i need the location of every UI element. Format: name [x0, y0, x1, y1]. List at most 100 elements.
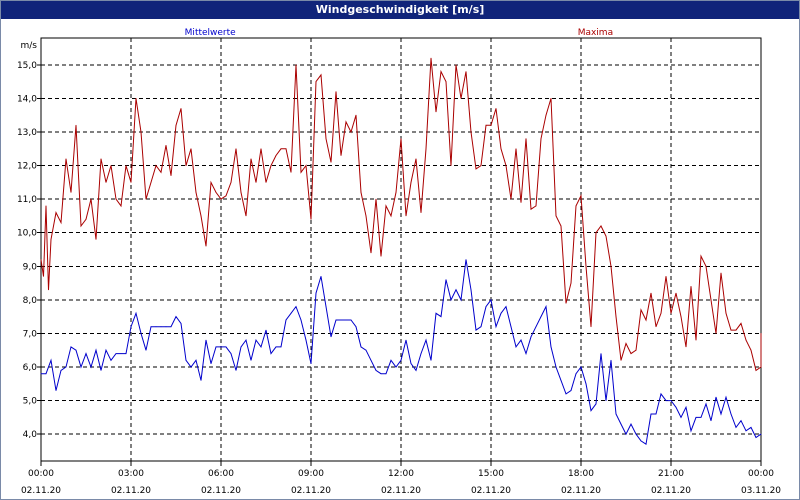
data-point-mittelwerte [440, 316, 442, 317]
data-point-mittelwerte [325, 306, 327, 307]
data-point-mittelwerte [520, 339, 522, 341]
data-point-mittelwerte [525, 353, 527, 354]
data-point-mittelwerte [450, 299, 452, 301]
data-point-maxima [75, 124, 77, 126]
x-tick-date-label: 02.11.20 [381, 486, 421, 496]
data-point-mittelwerte [155, 326, 157, 328]
data-point-maxima [300, 171, 302, 173]
data-point-mittelwerte [420, 353, 422, 354]
data-point-maxima [200, 215, 202, 217]
data-point-mittelwerte [265, 329, 267, 331]
data-point-maxima [665, 276, 667, 277]
data-point-maxima [545, 114, 547, 116]
data-point-maxima [255, 182, 257, 183]
x-tick-date-label: 02.11.20 [561, 486, 601, 496]
data-point-mittelwerte [335, 319, 337, 321]
data-point-maxima [145, 198, 147, 200]
data-point-mittelwerte [655, 413, 657, 415]
data-point-maxima [560, 225, 562, 227]
data-point-maxima [95, 239, 97, 240]
data-point-maxima [235, 148, 237, 150]
data-point-mittelwerte [70, 346, 72, 348]
data-point-maxima [120, 205, 122, 207]
x-tick-date-label: 03.11.20 [741, 486, 781, 496]
data-point-mittelwerte [320, 276, 322, 277]
data-point-mittelwerte [680, 417, 682, 418]
data-point-mittelwerte [535, 326, 537, 328]
data-point-mittelwerte [435, 312, 437, 314]
data-point-mittelwerte [555, 366, 557, 368]
data-point-maxima [325, 138, 327, 140]
data-point-maxima [80, 225, 82, 227]
data-point-mittelwerte [430, 359, 432, 361]
data-point-maxima [510, 198, 512, 200]
x-tick-date-label: 02.11.20 [201, 486, 241, 496]
tick-labels: 4,0 5,0 6,0 7,0 8,0 9,0 10,0 11,0 12,0 13,0 14,0 15… [17, 28, 781, 496]
data-point-maxima [70, 192, 72, 193]
data-point-maxima [50, 239, 52, 240]
data-point-mittelwerte [665, 400, 667, 401]
data-point-maxima [705, 265, 707, 267]
x-tick-time-label: 00:00 [28, 469, 54, 479]
data-point-maxima [245, 215, 247, 217]
data-point-mittelwerte [615, 413, 617, 415]
data-point-maxima [720, 272, 722, 274]
data-point-maxima [715, 333, 717, 334]
data-point-maxima [100, 158, 102, 160]
data-point-maxima [265, 182, 267, 183]
data-point-maxima [130, 182, 132, 183]
data-point-mittelwerte [745, 430, 747, 432]
data-point-mittelwerte [545, 306, 547, 307]
data-point-maxima [135, 98, 137, 99]
data-point-mittelwerte [620, 423, 622, 425]
data-point-maxima [85, 218, 87, 220]
data-point-mittelwerte [550, 346, 552, 348]
data-point-mittelwerte [235, 370, 237, 371]
data-point-mittelwerte [220, 346, 222, 348]
data-point-maxima [430, 57, 432, 59]
legend-mittelwerte: Mittelwerte [185, 28, 236, 38]
data-point-mittelwerte [225, 346, 227, 348]
data-point-maxima [580, 195, 582, 197]
data-point-mittelwerte [270, 353, 272, 354]
data-point-mittelwerte [755, 437, 757, 438]
data-point-maxima [410, 182, 412, 183]
data-point-mittelwerte [145, 349, 147, 351]
y-tick-label: 13,0 [17, 128, 37, 138]
data-point-maxima [230, 182, 232, 183]
data-point-maxima [185, 165, 187, 167]
data-point-maxima [660, 312, 662, 314]
data-point-mittelwerte [585, 383, 587, 385]
data-point-maxima [345, 121, 347, 123]
data-point-maxima [270, 165, 272, 167]
data-point-maxima [210, 182, 212, 183]
data-point-maxima [275, 155, 277, 156]
data-point-maxima [43, 276, 44, 277]
data-point-mittelwerte [255, 339, 257, 341]
data-point-maxima [525, 138, 527, 140]
data-point-mittelwerte [460, 299, 462, 301]
data-point-mittelwerte [630, 423, 632, 425]
data-point-mittelwerte [445, 279, 447, 281]
data-point-maxima [610, 265, 612, 267]
data-point-maxima [48, 289, 49, 291]
data-point-mittelwerte [350, 319, 352, 321]
data-point-mittelwerte [230, 353, 232, 354]
data-point-mittelwerte [405, 339, 407, 341]
data-point-maxima [650, 292, 652, 294]
data-point-maxima [240, 192, 242, 193]
data-point-mittelwerte [140, 333, 142, 334]
data-point-maxima [530, 208, 532, 210]
data-point-maxima [165, 145, 167, 146]
data-point-maxima [505, 165, 507, 167]
data-point-mittelwerte [200, 380, 202, 381]
data-point-mittelwerte [210, 363, 212, 364]
data-point-maxima [440, 71, 442, 72]
data-point-maxima [645, 319, 647, 321]
data-point-maxima [670, 312, 672, 314]
data-point-maxima [65, 158, 67, 160]
data-point-maxima [190, 148, 192, 150]
data-point-mittelwerte [495, 326, 497, 328]
data-point-mittelwerte [215, 346, 217, 348]
data-point-mittelwerte [100, 370, 102, 371]
